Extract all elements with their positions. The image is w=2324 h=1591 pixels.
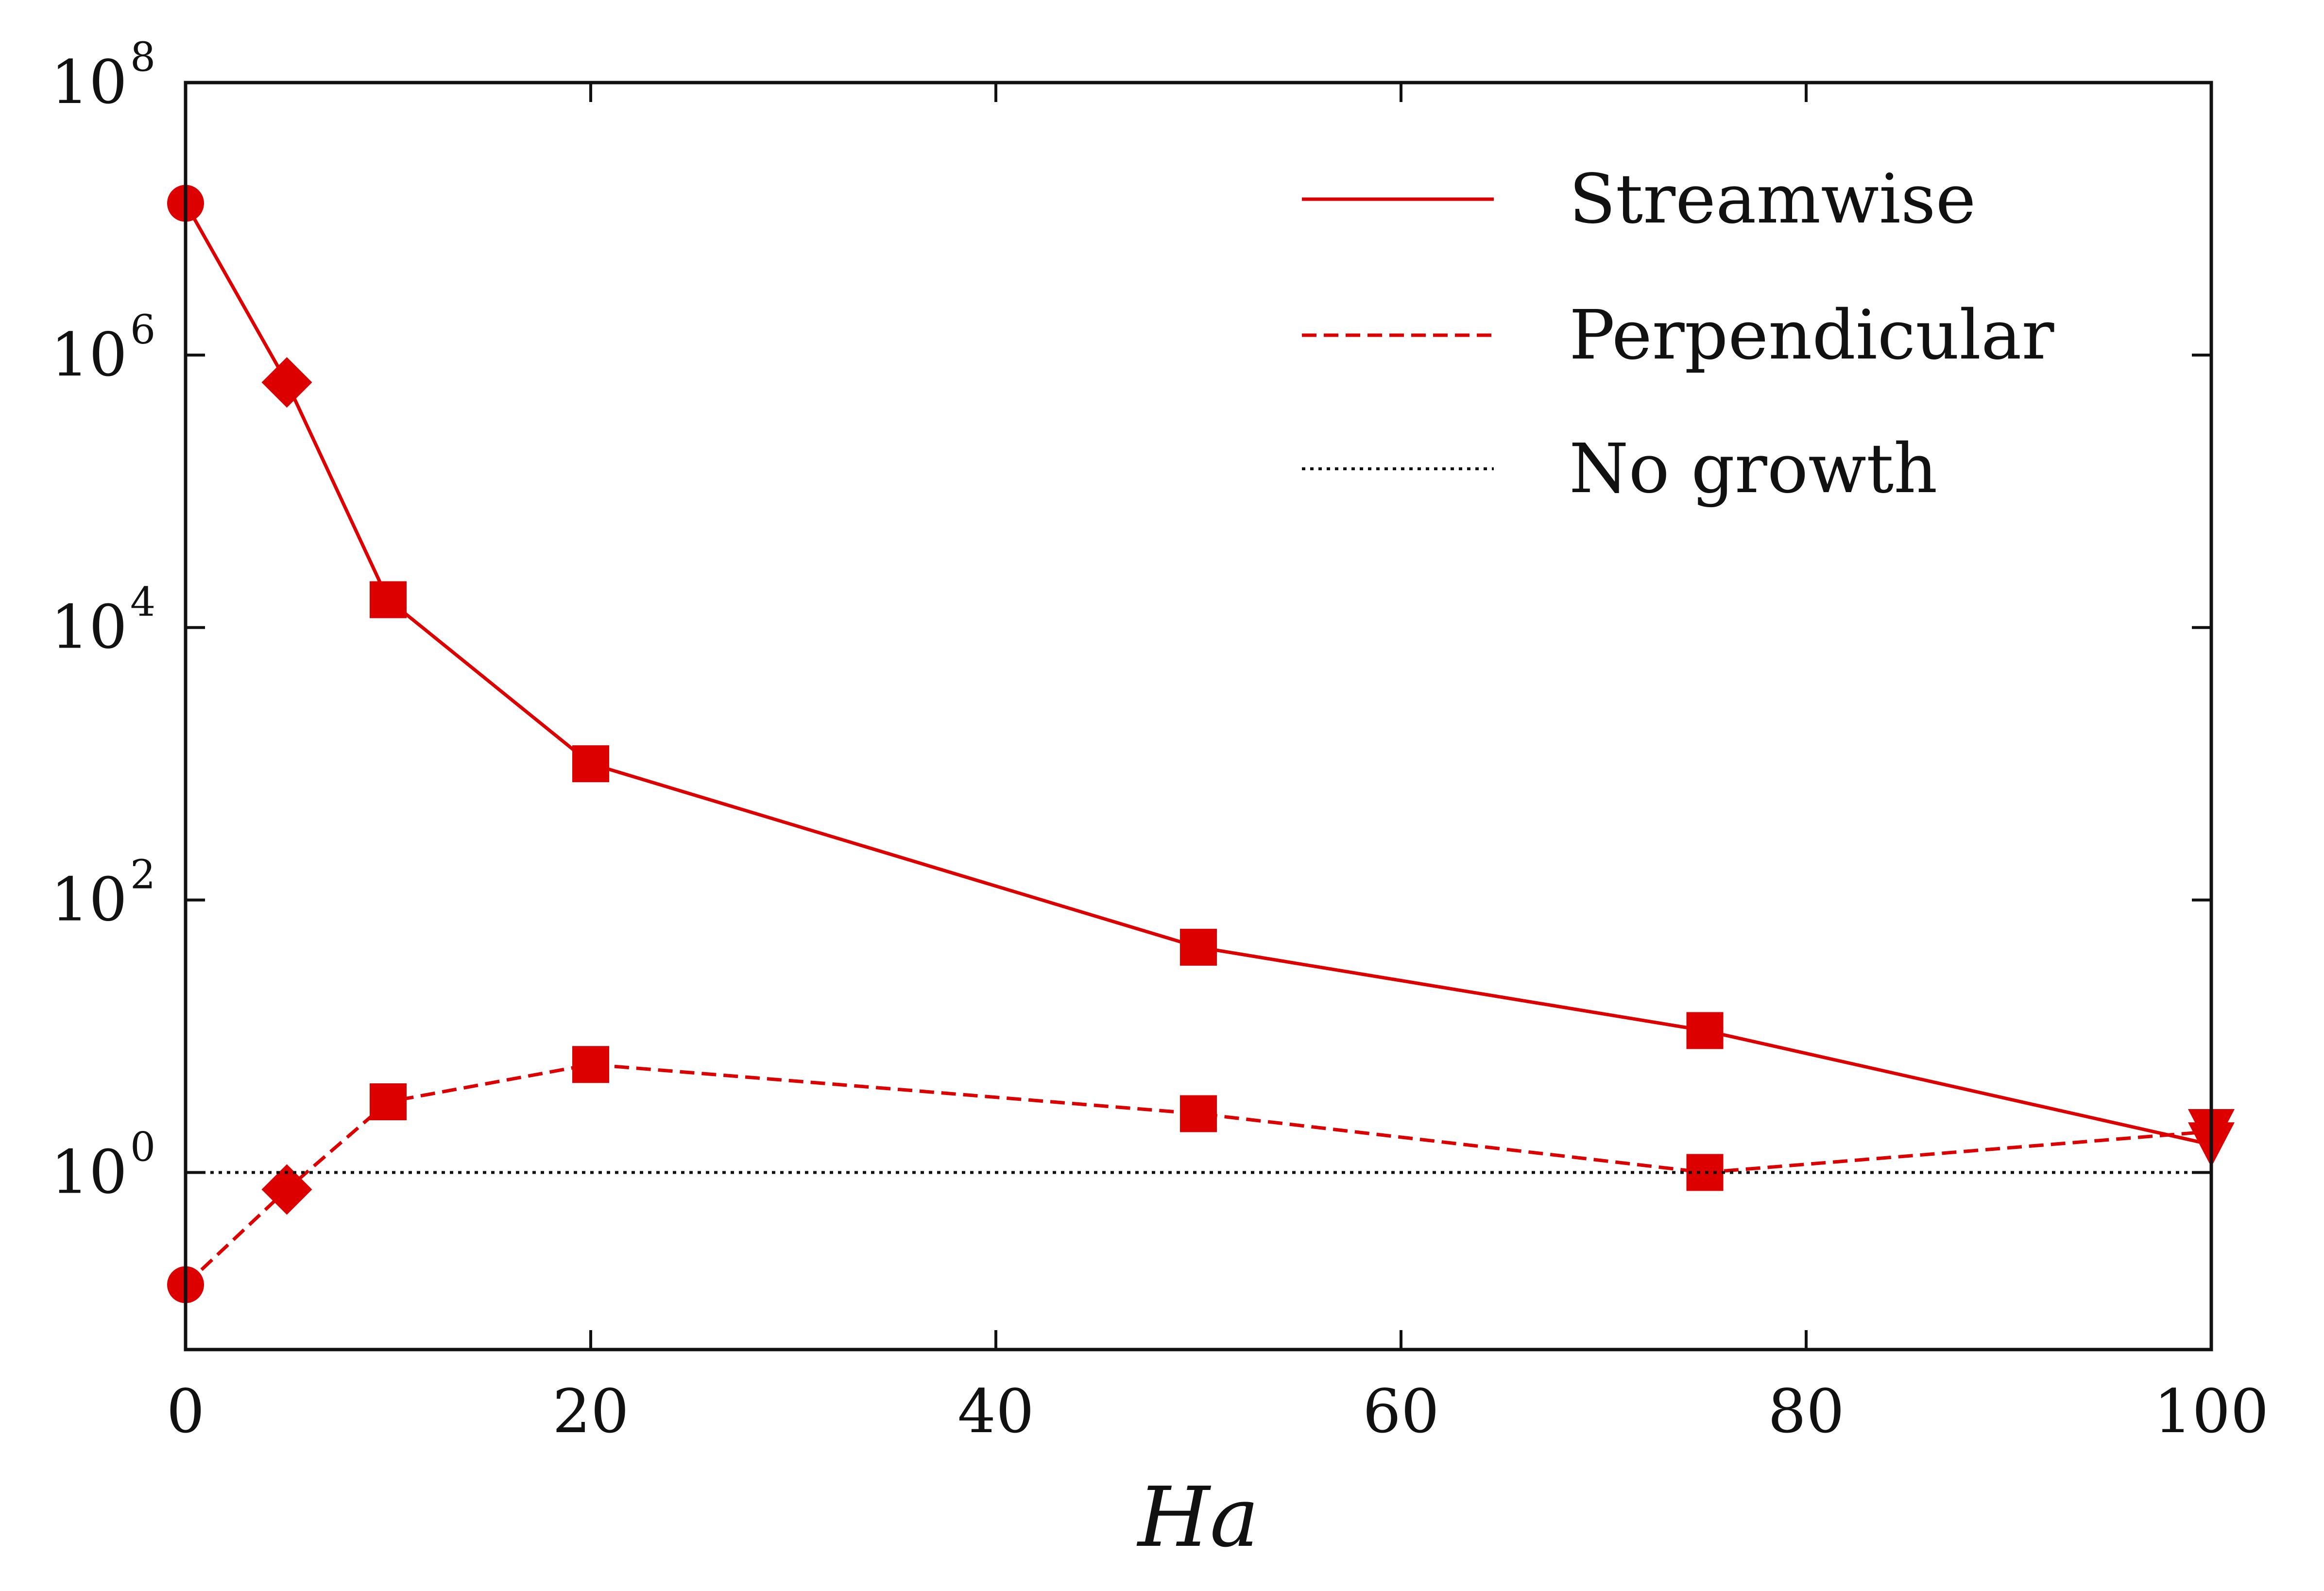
square-marker bbox=[572, 745, 609, 783]
y-tick-label-exponent: 2 bbox=[130, 852, 155, 898]
square-marker bbox=[1180, 928, 1217, 966]
y-tick-label-exponent: 6 bbox=[130, 307, 155, 353]
y-tick-label: 10 bbox=[51, 48, 127, 118]
square-marker bbox=[1686, 1154, 1724, 1191]
x-tick-label: 0 bbox=[167, 1377, 205, 1447]
y-tick-label-exponent: 4 bbox=[130, 580, 155, 626]
x-tick-label: 60 bbox=[1363, 1377, 1439, 1447]
legend-label: No growth bbox=[1569, 429, 1937, 509]
square-marker bbox=[1180, 1095, 1217, 1132]
legend-label: Perpendicular bbox=[1569, 296, 2054, 375]
y-tick-label: 10 bbox=[51, 593, 127, 663]
y-tick-label: 10 bbox=[51, 320, 127, 390]
y-tick-label: 10 bbox=[51, 865, 127, 935]
diamond-marker bbox=[261, 357, 312, 408]
series-perpendicular bbox=[167, 1046, 2235, 1303]
x-tick-label: 100 bbox=[2154, 1377, 2269, 1447]
legend-label: Streamwise bbox=[1569, 160, 1976, 239]
x-tick-label: 40 bbox=[957, 1377, 1034, 1447]
x-tick-label: 80 bbox=[1768, 1377, 1845, 1447]
legend: Streamwise Perpendicular No growth bbox=[1302, 160, 2054, 509]
square-marker bbox=[370, 581, 407, 618]
y-tick-label-exponent: 0 bbox=[130, 1124, 155, 1170]
plot-frame bbox=[184, 81, 2213, 1351]
series-layer bbox=[167, 185, 2235, 1303]
x-axis-title: Ha bbox=[1136, 1470, 1259, 1566]
x-tick-label: 20 bbox=[552, 1377, 629, 1447]
y-tick-label-exponent: 8 bbox=[130, 34, 155, 81]
square-marker bbox=[370, 1083, 407, 1121]
y-tick-label: 10 bbox=[51, 1137, 127, 1207]
diamond-marker bbox=[261, 1164, 312, 1215]
square-marker bbox=[1686, 1012, 1724, 1049]
square-marker bbox=[572, 1046, 609, 1083]
